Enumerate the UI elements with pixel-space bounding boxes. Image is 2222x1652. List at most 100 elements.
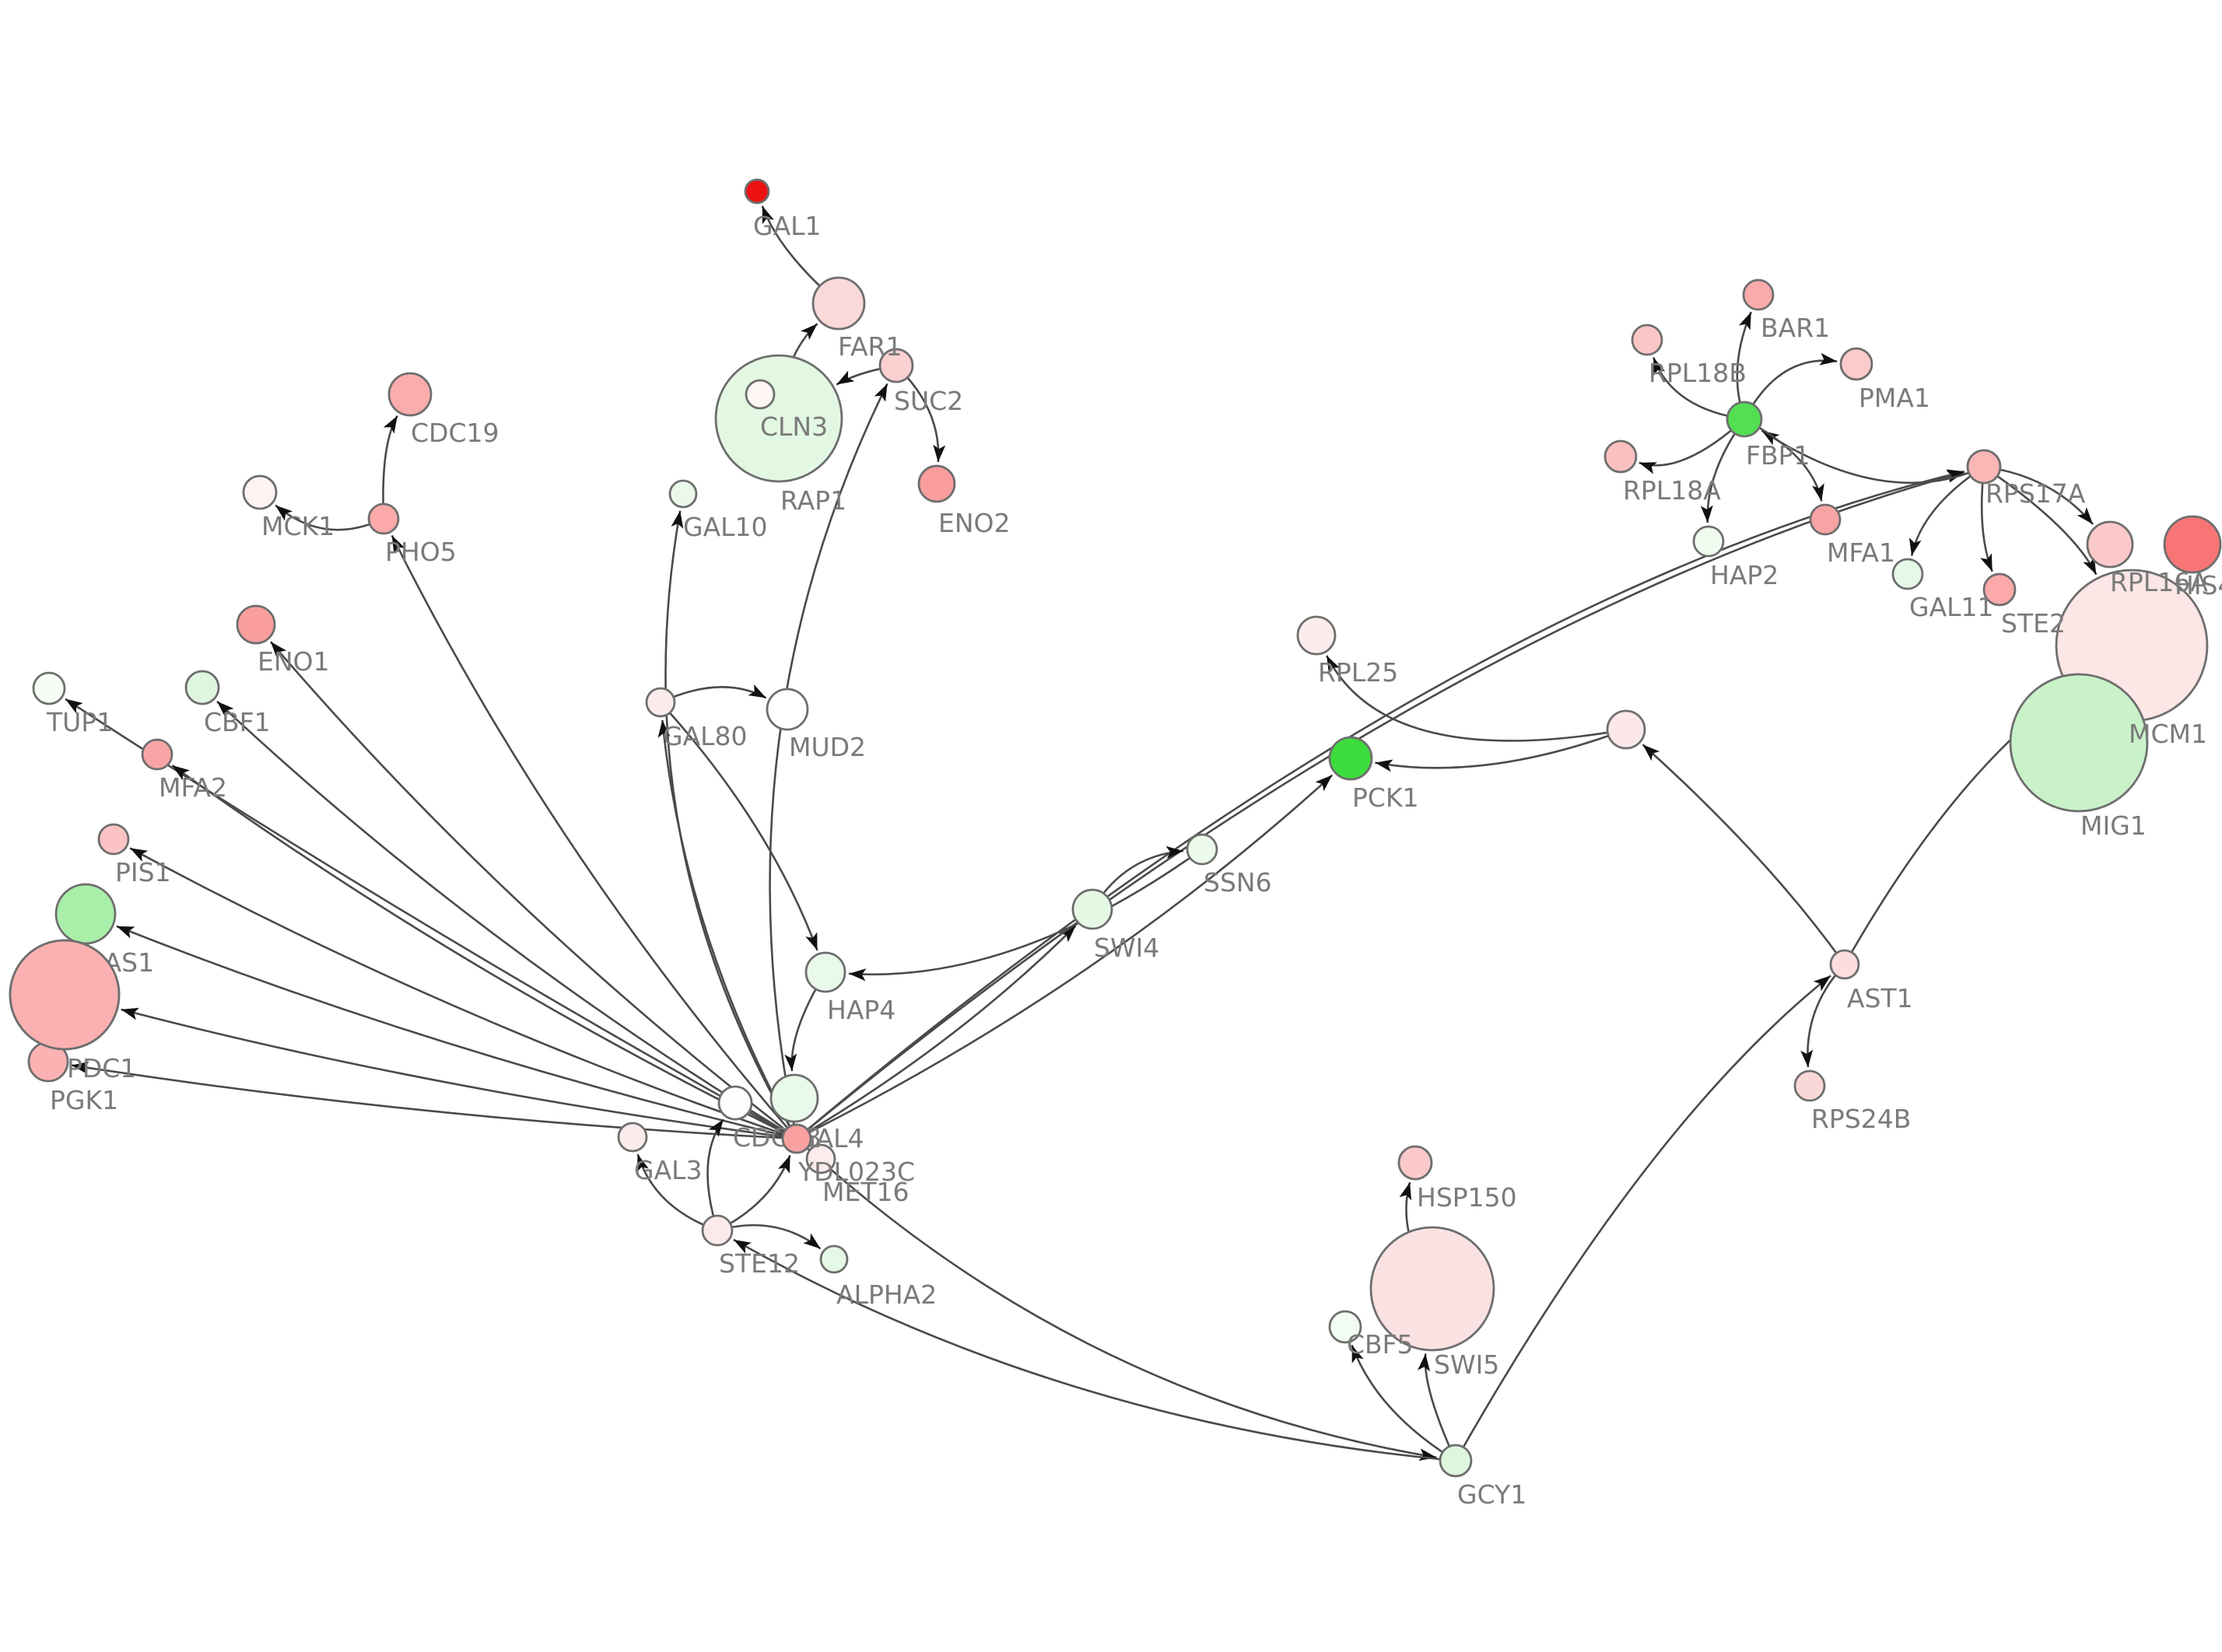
node-SWI5[interactable]: [1369, 1226, 1495, 1352]
edge-NODE1-RPL25[interactable]: [1325, 655, 1619, 742]
node-HIS4[interactable]: [2163, 515, 2222, 574]
edge-YDL023C-GAL10[interactable]: [664, 510, 795, 1135]
node-RPL16A[interactable]: [2086, 520, 2134, 569]
edge-AST1-RPS24B[interactable]: [1800, 968, 1842, 1068]
node-GAL1[interactable]: [744, 178, 770, 205]
edge-SUC2-ENO2[interactable]: [899, 369, 946, 463]
edge-PHO5-CDC19[interactable]: [382, 415, 398, 513]
edge-HAP4-GAL4[interactable]: [784, 978, 823, 1072]
node-PHO5[interactable]: [367, 502, 400, 535]
node-RPL18B[interactable]: [1631, 324, 1663, 356]
node-NODE1[interactable]: [1606, 709, 1646, 750]
node-label-CBF1: CBF1: [204, 707, 271, 737]
node-RPL18A[interactable]: [1603, 439, 1638, 474]
edge-STE12-GAL3[interactable]: [636, 1153, 713, 1230]
node-RPS17A[interactable]: [1966, 449, 2002, 485]
edge-GCY1-CBF5[interactable]: [1351, 1345, 1451, 1458]
edge-YDL023C-RAS1[interactable]: [116, 925, 792, 1139]
edge-FBP1-RPL18A[interactable]: [1638, 422, 1740, 474]
edge-FBP1-HAP2[interactable]: [1700, 424, 1742, 523]
node-RPL25[interactable]: [1296, 615, 1337, 656]
node-HAP2[interactable]: [1692, 525, 1725, 558]
node-CLN3[interactable]: [745, 379, 776, 410]
node-FAR1[interactable]: [811, 276, 866, 331]
edge-FBP1-PMA1[interactable]: [1747, 352, 1838, 415]
node-SUC2[interactable]: [878, 348, 914, 383]
node-PMA1[interactable]: [1839, 347, 1873, 381]
edge-YDL023C-SUC2[interactable]: [769, 383, 888, 1134]
node-GAL3[interactable]: [617, 1122, 648, 1153]
node-CDC19[interactable]: [387, 372, 433, 417]
node-RAS1[interactable]: [54, 883, 117, 945]
node-SWI4[interactable]: [1071, 888, 1113, 930]
node-GCY1[interactable]: [1439, 1444, 1473, 1478]
edge-YDL023C-RPS17A[interactable]: [800, 471, 1965, 1136]
node-STE2[interactable]: [1982, 572, 2017, 607]
edge-YDL023C-CBF1[interactable]: [216, 700, 793, 1137]
node-PCK1[interactable]: [1328, 736, 1373, 781]
edge-RPS17A-MCM1[interactable]: [1989, 469, 2098, 576]
node-SSN6[interactable]: [1186, 833, 1218, 866]
edge-GCY1-STE12[interactable]: [733, 1238, 1450, 1461]
edge-YDL023C-PGK1[interactable]: [71, 1062, 791, 1139]
node-ENO2[interactable]: [917, 464, 956, 503]
node-CBF5[interactable]: [1328, 1310, 1362, 1344]
node-MFA2[interactable]: [141, 738, 173, 771]
edge-YDL023C-PCK1[interactable]: [801, 774, 1334, 1137]
node-HSP150[interactable]: [1397, 1145, 1433, 1181]
edge-YDL023C-PDC1[interactable]: [121, 1007, 792, 1139]
edge-STE12-ALPHA2[interactable]: [723, 1224, 822, 1250]
edge-GAL80-HAP4[interactable]: [663, 705, 818, 951]
node-MFA1[interactable]: [1809, 503, 1842, 536]
node-ENO1[interactable]: [236, 604, 276, 645]
edge-YDL023C-RPS17A[interactable]: [800, 469, 1965, 1136]
edge-FBP1-RPL18B[interactable]: [1652, 357, 1738, 419]
edge-YDL023C-MFA2[interactable]: [171, 764, 793, 1137]
edge-YDL023C-TUP1[interactable]: [65, 698, 793, 1137]
node-GAL4[interactable]: [769, 1073, 819, 1123]
node-GAL80[interactable]: [645, 687, 676, 718]
node-GAL10[interactable]: [668, 479, 698, 509]
edge-GCY1-SWI5[interactable]: [1418, 1353, 1454, 1456]
node-TUP1[interactable]: [32, 671, 66, 705]
edge-RPS17A-STE2[interactable]: [1980, 473, 1993, 572]
edge-YDL023C-GCY1[interactable]: [800, 1141, 1437, 1461]
node-MIG1[interactable]: [2009, 673, 2149, 813]
edge-RPS17A-RPL16A[interactable]: [1990, 467, 2094, 525]
edge-YDL023C-PHO5[interactable]: [391, 534, 794, 1136]
edge-YDL023C-SWI4[interactable]: [801, 925, 1077, 1137]
node-label-FAR1: FAR1: [838, 331, 902, 362]
node-MET16[interactable]: [805, 1143, 836, 1174]
node-AST1[interactable]: [1829, 949, 1860, 980]
edge-YDL023C-GAL80[interactable]: [657, 719, 795, 1135]
node-YDL023C[interactable]: [781, 1123, 812, 1154]
node-PIS1[interactable]: [97, 823, 130, 856]
edge-GAL80-MUD2[interactable]: [665, 684, 767, 702]
edge-STE12-YDL023C[interactable]: [722, 1154, 791, 1229]
node-FBP1[interactable]: [1726, 401, 1763, 438]
node-CDC28[interactable]: [717, 1085, 753, 1121]
node-STE12[interactable]: [701, 1214, 734, 1247]
edge-RPS17A-FBP1[interactable]: [1761, 429, 1978, 485]
edge-AST1-NODE1[interactable]: [1642, 744, 1842, 961]
edge-STE12-CDC28[interactable]: [706, 1118, 724, 1226]
node-MUD2[interactable]: [766, 688, 809, 731]
edge-RPS17A-GAL11[interactable]: [1908, 469, 1979, 556]
node-ALPHA2[interactable]: [819, 1244, 849, 1274]
edge-FBP1-MFA1[interactable]: [1750, 422, 1824, 502]
edge-GCY1-AST1[interactable]: [1457, 975, 1831, 1456]
edge-YDL023C-ENO1[interactable]: [269, 641, 794, 1136]
node-MCK1[interactable]: [242, 474, 278, 510]
edge-YDL023C-PIS1[interactable]: [129, 847, 792, 1138]
node-BAR1[interactable]: [1742, 278, 1775, 311]
edge-NODE1-PCK1[interactable]: [1375, 731, 1620, 772]
edge-SSN6-HAP4[interactable]: [848, 852, 1198, 982]
node-RPS24B[interactable]: [1793, 1069, 1826, 1102]
node-CBF1[interactable]: [184, 670, 220, 705]
node-PDC1[interactable]: [9, 939, 121, 1051]
edge-PHO5-MCK1[interactable]: [275, 504, 379, 531]
node-GAL11[interactable]: [1891, 558, 1924, 590]
node-HAP4[interactable]: [804, 951, 846, 993]
